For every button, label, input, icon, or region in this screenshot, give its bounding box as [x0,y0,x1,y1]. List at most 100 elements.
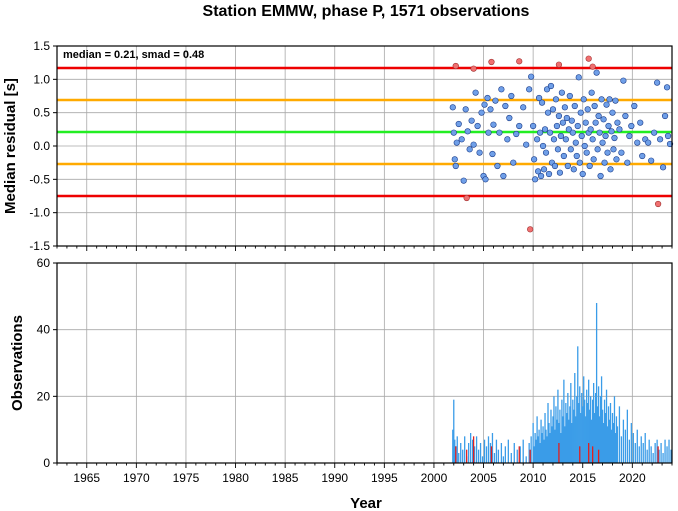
residual-point [580,96,587,103]
residual-point [656,136,664,143]
residual-y-tick-label: 1.0 [33,72,50,86]
x-tick-label: 2020 [619,471,646,485]
residual-y-axis-label: Median residual [s] [2,78,19,214]
x-tick-label: 2015 [569,471,596,485]
residual-point [449,104,456,111]
residual-point [584,106,591,113]
residual-point [606,96,613,103]
observations-y-tick-label: 20 [37,389,51,403]
x-tick-label: 2010 [520,471,547,485]
residual-point [557,132,565,140]
residual-point [470,141,477,148]
residual-point [452,162,459,170]
residual-outlier-point [452,62,459,70]
residual-point [601,159,608,166]
residual-outlier-point [555,61,563,68]
residual-x-ticks [56,246,673,251]
x-tick-label: 1975 [173,471,200,485]
residual-outlier-point [463,194,470,202]
residual-point [536,129,544,136]
residual-point [455,120,462,128]
residual-point [609,109,616,116]
residual-point [474,122,481,130]
residual-point [542,149,550,156]
observations-y-tick-label: 0 [43,456,50,470]
residual-outlier-point [655,200,662,208]
residual-point [589,136,596,143]
residual-point [530,122,537,130]
residual-point [555,112,563,120]
residual-point [645,139,652,146]
residual-outlier-point [470,65,477,72]
residual-point [476,149,483,156]
residual-outlier-point [589,63,596,70]
residual-point [568,117,575,124]
residual-point [622,112,629,120]
residual-point [565,126,572,133]
x-tick-label: 1995 [371,471,398,485]
residual-outlier-point [516,58,523,65]
residual-point [458,136,465,143]
x-tick-label: 1990 [321,471,348,485]
residual-point [592,119,599,126]
observations-bars [452,303,672,463]
observations-y-tick-label: 40 [37,323,51,337]
residual-point [489,150,496,158]
residual-point [577,109,584,116]
residual-point [571,102,578,110]
residual-point [513,130,520,138]
residual-point [487,106,494,113]
residual-point [626,132,633,140]
x-tick-label: 1985 [272,471,299,485]
residual-point [490,121,497,128]
chart-title: Station EMMW, phase P, 1571 observations [203,3,530,20]
residual-point [540,166,548,173]
residual-point [639,152,646,160]
x-tick-label: 1980 [222,471,249,485]
residual-y-tick-label: -1.0 [29,206,50,220]
residual-point [531,156,538,163]
observations-panel: 60 40 20 0 1965 1970 1975 1980 1985 1990 1995 2000… [9,256,673,511]
residual-point [547,82,555,90]
residual-point [460,177,467,184]
residual-point [588,89,595,96]
residual-point [578,132,585,140]
residual-point [464,128,471,135]
observations-y-tick-label: 60 [37,256,51,270]
residual-outlier-point [585,55,592,62]
residual-point [516,122,523,130]
residual-point [538,99,546,106]
residual-point [549,106,557,113]
residual-point [498,86,505,93]
residual-point [607,166,614,173]
residual-point [590,156,597,163]
residual-point [663,84,671,91]
residual-point [612,97,619,104]
residual-point [583,149,590,156]
residual-point [576,159,583,166]
residual-point [462,106,469,113]
residual-point [620,77,627,84]
observations-y-axis-label: Observations [9,315,26,411]
x-tick-label: 1965 [73,471,100,485]
residual-point [502,102,509,110]
observations-x-ticks: 1965 1970 1975 1980 1985 1990 1995 2000 2005 2010… [56,463,673,485]
residual-y-tick-label: 0.5 [33,106,50,120]
x-tick-label: 1970 [123,471,150,485]
residual-point [481,101,488,108]
residual-point [484,94,491,102]
residual-point [586,162,593,170]
residual-point [558,89,565,96]
residual-point [504,136,511,143]
residual-outlier-point [488,58,495,66]
residual-point [523,141,530,148]
residual-point [567,146,574,153]
residual-point [569,129,576,136]
residual-point [608,128,615,135]
residual-point [528,73,535,80]
residual-point [543,86,551,93]
residual-point [553,122,561,130]
residual-point [560,152,567,160]
residual-point [631,102,638,110]
